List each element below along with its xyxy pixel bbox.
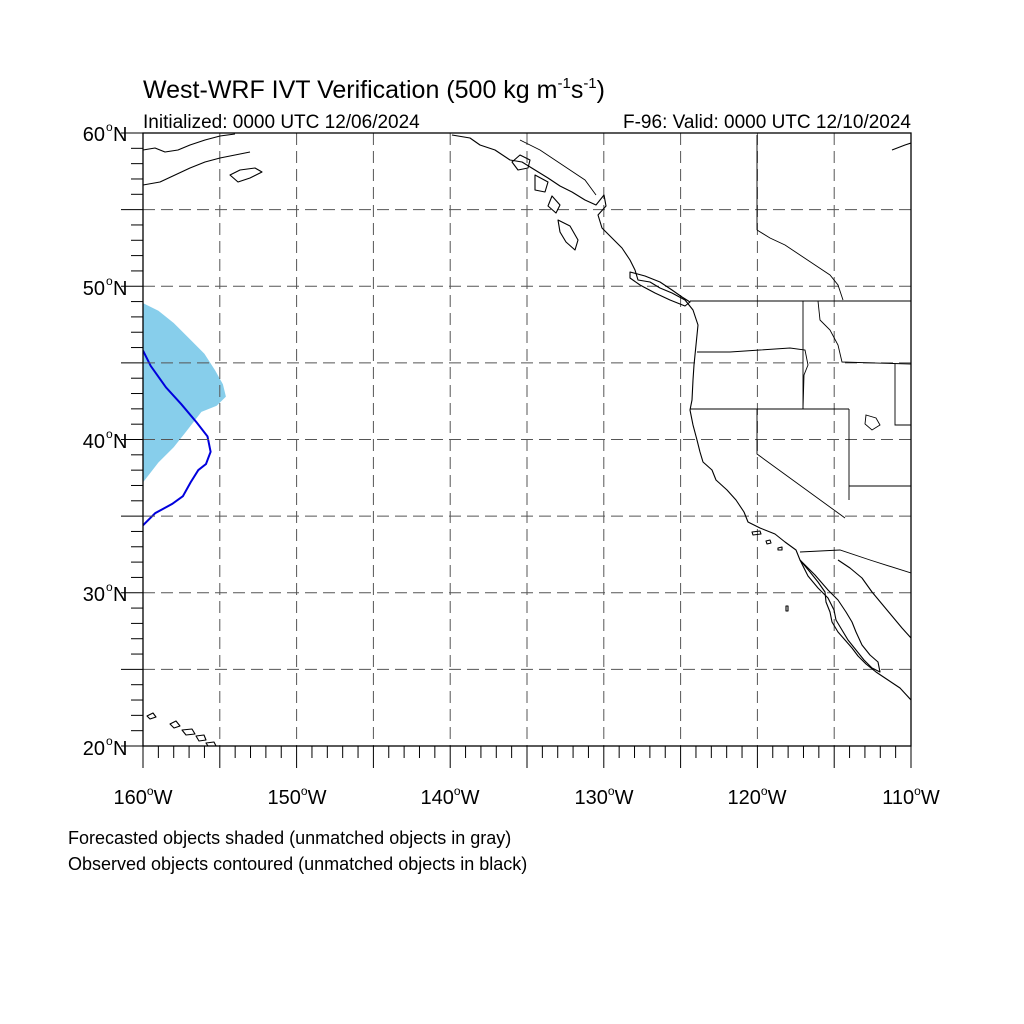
map-title: West-WRF IVT Verification (500 kg m-1s-1…	[143, 75, 605, 104]
lat-label-20n-deg: o	[106, 734, 113, 748]
init-time-label: Initialized: 0000 UTC 12/06/2024	[143, 112, 420, 133]
lon-label-110w: 110oW	[882, 784, 940, 809]
legend-forecast-text: Forecasted objects shaded (unmatched obj…	[68, 828, 511, 848]
political-boundaries	[519, 135, 911, 574]
lat-label-20n: 20	[83, 738, 105, 760]
lat-label-50n: 50	[83, 278, 105, 300]
lat-label-40n-hemi: N	[113, 431, 127, 453]
lat-label-40n: 40	[83, 431, 105, 453]
longitude-labels: 160oW 150oW 140oW 130oW 120oW 110oW	[114, 784, 940, 809]
lat-label-20n-hemi: N	[113, 738, 127, 760]
valid-time-label: F-96: Valid: 0000 UTC 12/10/2024	[623, 112, 911, 133]
forecast-object-shade	[143, 303, 226, 483]
lat-label-50n-hemi: N	[113, 278, 127, 300]
lat-label-50n-deg: o	[106, 274, 113, 288]
axis-ticks	[121, 132, 912, 768]
lon-label-150w: 150oW	[268, 784, 327, 809]
lat-label-60n: 60	[83, 124, 105, 146]
lon-label-160w: 160oW	[114, 784, 173, 809]
lat-lon-gridlines	[143, 133, 911, 746]
latitude-labels: 60 o N 50 o N 40 o N 30 o N 20 o N	[83, 120, 128, 760]
lat-label-30n-deg: o	[106, 580, 113, 594]
legend-observed-text: Observed objects contoured (unmatched ob…	[68, 854, 527, 874]
coastlines	[143, 133, 911, 746]
lat-label-30n-hemi: N	[113, 584, 127, 606]
lat-label-40n-deg: o	[106, 427, 113, 441]
lon-label-130w: 130oW	[575, 784, 634, 809]
lat-label-30n: 30	[83, 584, 105, 606]
lon-label-140w: 140oW	[421, 784, 480, 809]
observed-object-contour	[143, 350, 212, 527]
lon-label-120w: 120oW	[728, 784, 787, 809]
lat-label-60n-hemi: N	[113, 124, 127, 146]
lat-label-60n-deg: o	[106, 120, 113, 134]
